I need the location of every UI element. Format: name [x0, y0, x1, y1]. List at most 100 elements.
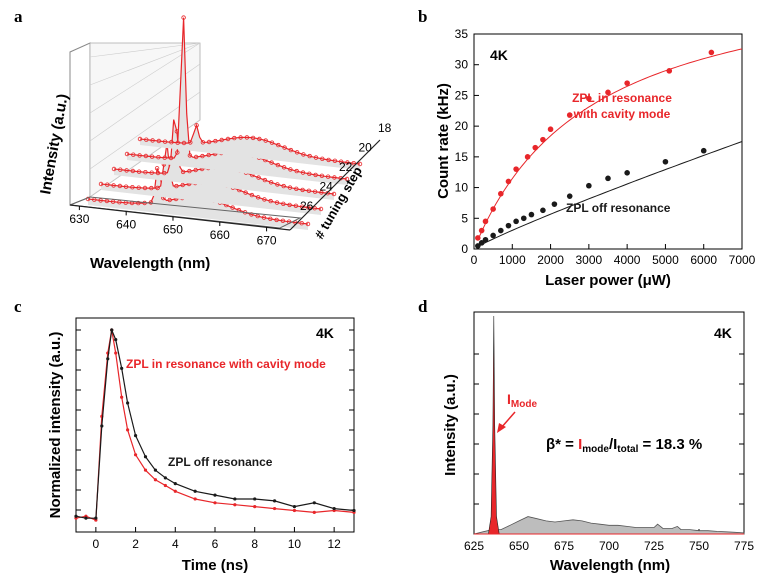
panel-a-point — [232, 135, 237, 141]
panel-a-point — [180, 169, 186, 175]
panel-b-point — [475, 235, 481, 241]
panel-a-point — [181, 140, 187, 146]
panel-c: 0 2 4 6 8 10 12 4K ZPL in resonance with cavit… — [47, 317, 356, 574]
panel-c-point — [193, 489, 197, 493]
panel-a-point — [175, 150, 180, 155]
panel-a-point — [142, 185, 148, 191]
panel-b-point — [498, 227, 504, 234]
panel-a-point — [156, 154, 161, 160]
panel-d-ylabel: Intensity (a.u.) — [442, 374, 459, 476]
panel-b-annot-res-2: with cavity mode — [573, 107, 671, 121]
panel-a-point — [255, 213, 260, 219]
panel-a-point — [306, 205, 311, 210]
panel-d-ticks: 625 650 675 700 725 750 775 — [464, 353, 754, 553]
panel-a-point — [117, 183, 123, 189]
panel-a-point — [269, 140, 275, 145]
panel-a-point — [268, 198, 273, 204]
panel-b-point — [666, 68, 673, 74]
panel-a-step-label: 20 — [359, 141, 373, 155]
panel-a-point — [250, 135, 256, 141]
panel-d-spectrum-area — [473, 516, 745, 535]
panel-a-point — [261, 215, 267, 220]
panel-a-point — [110, 199, 116, 204]
panel-a-trace — [139, 123, 361, 165]
panel-b-annot-res-1: ZPL in resonance — [572, 91, 672, 105]
panel-a-xtick-label: 640 — [116, 217, 136, 231]
panel-c-point — [253, 505, 257, 509]
panel-c-xtick-label: 0 — [93, 537, 100, 551]
panel-a-point — [276, 142, 281, 148]
panel-a-point — [131, 152, 136, 157]
panel-a-point — [174, 183, 179, 189]
panel-a-point — [230, 205, 235, 210]
panel-a-point — [357, 161, 363, 167]
panel-c-point — [94, 516, 98, 520]
panel-a-point — [294, 168, 299, 174]
panel-a-trace-shadow — [114, 119, 334, 200]
panel-b-point — [505, 178, 512, 185]
panel-b-point — [700, 147, 707, 154]
panel-a-point — [299, 220, 304, 226]
panel-b-point — [605, 175, 611, 182]
panel-c-point — [143, 455, 148, 459]
panel-d-imode-arrowhead — [497, 423, 506, 433]
panel-b-ytick-label: 35 — [455, 27, 469, 41]
panel-letter-d: d — [418, 297, 428, 316]
panel-a-gridline — [89, 42, 201, 58]
panel-b-point — [662, 158, 669, 165]
panel-b-point — [490, 232, 496, 239]
panel-c-point — [213, 493, 217, 497]
panel-a-point — [249, 212, 254, 217]
panel-a-point — [136, 200, 141, 206]
panel-a-point — [98, 181, 104, 187]
panel-a-xtick-label: 670 — [257, 233, 277, 247]
panel-a-point — [294, 150, 300, 155]
panel-d-imode-arrow — [500, 411, 516, 429]
panel-a-point — [256, 175, 261, 180]
panel-a-point — [274, 200, 280, 205]
panel-a-point — [282, 145, 287, 150]
panel-b-point — [505, 222, 512, 229]
panel-b-point — [566, 193, 573, 199]
panel-c-point — [110, 328, 114, 332]
panel-a-point — [124, 168, 129, 173]
panel-a-point — [281, 165, 287, 170]
panel-a-point — [268, 180, 274, 185]
panel-a-point — [301, 152, 306, 157]
panel-a-point — [293, 203, 299, 208]
panel-a-trace-shadow — [101, 143, 321, 215]
panel-a-point — [150, 138, 155, 143]
panel-a-step-label: 22 — [339, 160, 353, 174]
panel-a-point — [123, 184, 129, 189]
panel-a-point — [206, 152, 211, 158]
panel-a-point — [244, 135, 250, 140]
panel-b-point — [513, 166, 519, 172]
panel-a-point — [162, 170, 167, 176]
panel-c-xtick-label: 4 — [172, 537, 179, 551]
panel-a-point — [326, 157, 331, 163]
panel-b-xtick-label: 5000 — [652, 253, 679, 267]
panel-b-xtick-label: 0 — [471, 253, 478, 267]
panel-c-point — [126, 401, 130, 405]
panel-c-point — [143, 468, 148, 472]
panel-c-point — [163, 476, 167, 480]
panel-b-ytick-label: 0 — [461, 242, 468, 256]
panel-c-point — [312, 501, 316, 505]
panel-a-point — [307, 153, 312, 159]
panel-c-xtick-label: 6 — [212, 537, 219, 551]
panel-b-point — [540, 207, 546, 214]
panel-b-point — [624, 80, 630, 86]
panel-a-point — [294, 186, 299, 191]
panel-a-point — [143, 153, 149, 159]
panel-a-step-ticks: 18 20 22 24 26 — [300, 121, 392, 213]
panel-b-point — [540, 136, 546, 143]
panel-a-point — [331, 191, 337, 197]
panel-a-point — [287, 185, 293, 190]
panel-a-point — [156, 138, 162, 144]
panel-a-point — [200, 140, 206, 145]
panel-b-point — [551, 201, 558, 207]
panel-a-point — [188, 140, 193, 145]
panel-c-point — [233, 497, 237, 501]
panel-a-x-axis — [69, 204, 291, 231]
panel-a-trace-shadow — [140, 125, 360, 170]
